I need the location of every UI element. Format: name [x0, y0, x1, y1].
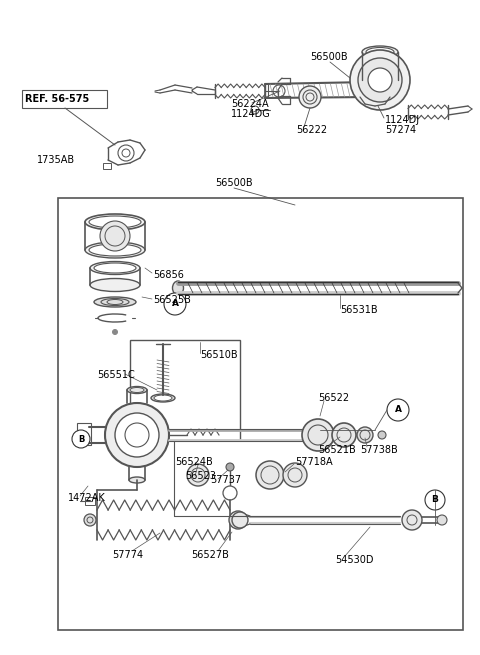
Circle shape [229, 511, 247, 529]
Circle shape [223, 486, 237, 500]
Text: 56521B: 56521B [318, 445, 356, 455]
Text: 56500B: 56500B [310, 52, 348, 62]
Circle shape [84, 514, 96, 526]
Bar [130, 340, 240, 440]
Text: 56222: 56222 [296, 125, 327, 135]
Text: B: B [432, 495, 438, 504]
Text: 54530D: 54530D [335, 555, 373, 565]
Text: 56856: 56856 [153, 270, 184, 280]
Ellipse shape [172, 281, 183, 295]
Text: A: A [395, 405, 401, 415]
Bar [22, 90, 107, 108]
Circle shape [358, 58, 402, 102]
Circle shape [437, 515, 447, 525]
Ellipse shape [90, 261, 140, 274]
Text: 56523: 56523 [185, 471, 216, 481]
Circle shape [299, 86, 321, 108]
Circle shape [283, 463, 307, 487]
Ellipse shape [94, 263, 136, 273]
Ellipse shape [151, 394, 175, 402]
Circle shape [251, 106, 259, 114]
Text: 56524B: 56524B [175, 457, 213, 467]
Circle shape [368, 68, 392, 92]
Ellipse shape [154, 395, 172, 401]
Text: 57274: 57274 [385, 125, 416, 135]
Text: 56525B: 56525B [153, 295, 191, 305]
Circle shape [378, 431, 386, 439]
Ellipse shape [85, 214, 145, 230]
Text: 56522: 56522 [318, 393, 349, 403]
Text: REF. 56-575: REF. 56-575 [25, 94, 89, 104]
Text: B: B [78, 434, 84, 443]
Circle shape [72, 430, 90, 448]
Circle shape [256, 461, 284, 489]
Circle shape [226, 463, 234, 471]
Text: 57774: 57774 [112, 550, 144, 560]
Ellipse shape [366, 48, 394, 56]
Ellipse shape [89, 244, 141, 256]
Circle shape [112, 329, 118, 335]
Text: 56531B: 56531B [340, 305, 378, 315]
Text: 1472AK: 1472AK [68, 493, 106, 503]
Ellipse shape [129, 477, 145, 483]
Bar [103, 163, 111, 169]
Circle shape [232, 512, 248, 528]
Bar [85, 497, 95, 505]
Circle shape [357, 427, 373, 443]
Text: 1124DG: 1124DG [231, 109, 271, 119]
Circle shape [402, 510, 422, 530]
Text: A: A [171, 299, 179, 309]
Circle shape [425, 490, 445, 510]
Text: 1124DJ: 1124DJ [385, 115, 420, 125]
Text: 56500B: 56500B [215, 178, 252, 188]
Text: 56527B: 56527B [191, 550, 229, 560]
Text: 57718A: 57718A [295, 457, 333, 467]
Ellipse shape [94, 297, 136, 307]
Text: 57737: 57737 [210, 475, 241, 485]
Ellipse shape [362, 46, 398, 58]
Ellipse shape [85, 242, 145, 258]
Circle shape [332, 423, 356, 447]
Text: 56224A: 56224A [231, 99, 269, 109]
Text: 57738B: 57738B [360, 445, 398, 455]
Bar [58, 198, 463, 630]
Ellipse shape [89, 216, 141, 228]
Circle shape [164, 293, 186, 315]
Ellipse shape [90, 278, 140, 291]
Text: 56510B: 56510B [200, 350, 238, 360]
Circle shape [387, 399, 409, 421]
Text: 56551C: 56551C [97, 370, 135, 380]
Ellipse shape [127, 386, 147, 394]
Circle shape [187, 464, 209, 486]
Circle shape [350, 50, 410, 110]
Circle shape [100, 221, 130, 251]
Circle shape [302, 419, 334, 451]
Circle shape [105, 403, 169, 467]
Bar [77, 423, 91, 445]
Circle shape [115, 413, 159, 457]
Text: 1735AB: 1735AB [37, 155, 75, 165]
